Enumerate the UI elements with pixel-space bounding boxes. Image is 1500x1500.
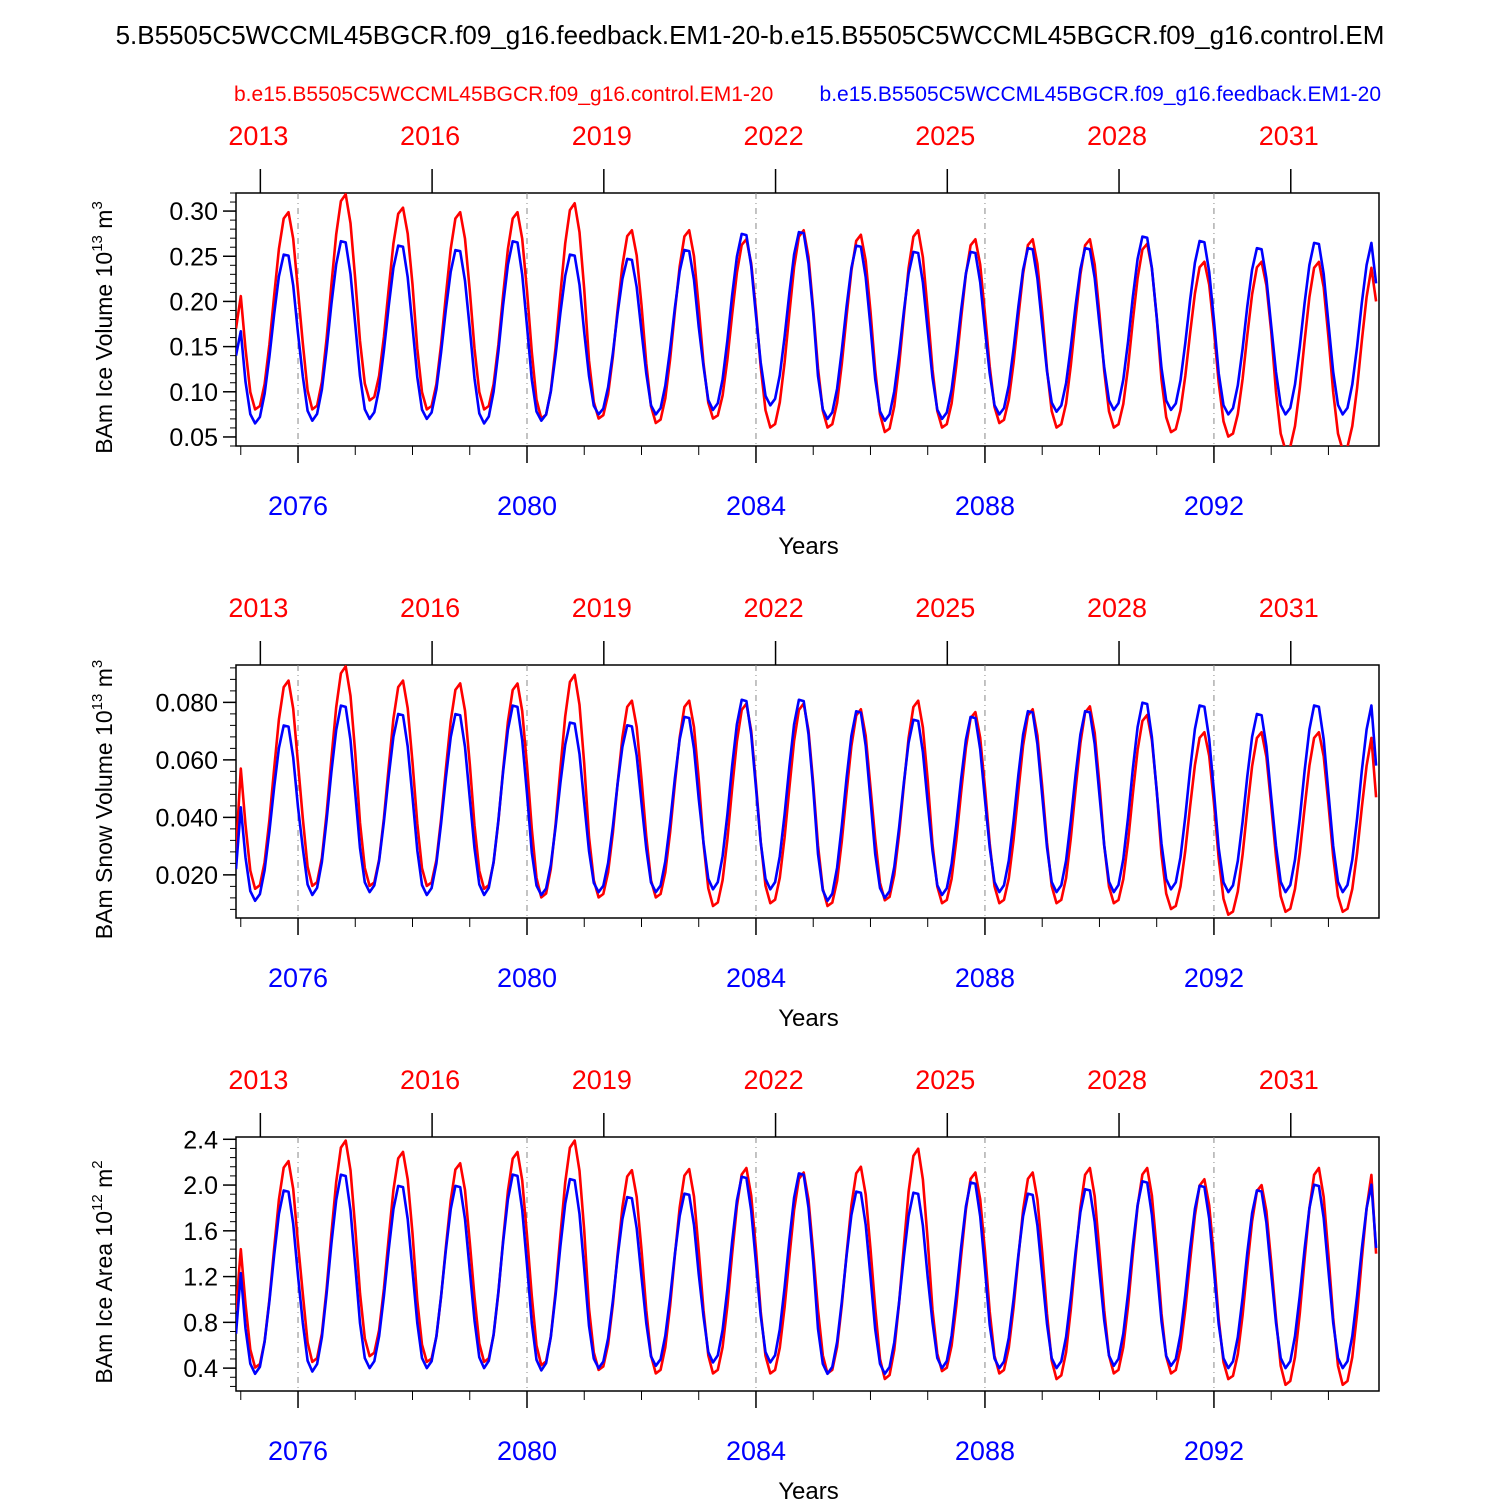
legend-blue-label: b.e15.B5505C5WCCML45BGCR.f09_g16.feedbac… (820, 83, 1381, 106)
x-axis-label: Years (778, 533, 839, 560)
series-line-blue (236, 230, 1378, 425)
plot-frame (235, 664, 1380, 919)
y-tick-label: 1.6 (183, 1218, 218, 1246)
y-tick-label: 0.25 (169, 243, 218, 271)
top-year-label: 2025 (915, 1065, 975, 1095)
top-year-label: 2028 (1087, 593, 1147, 623)
bottom-year-label: 2088 (955, 491, 1015, 521)
top-year-label: 2016 (400, 121, 460, 151)
top-year-label: 2016 (400, 593, 460, 623)
top-year-label: 2013 (228, 1065, 288, 1095)
bottom-year-label: 2076 (268, 963, 328, 993)
series-line-red (236, 665, 1378, 916)
top-year-label: 2025 (915, 121, 975, 151)
top-year-label: 2019 (572, 593, 632, 623)
y-tick-label: 2.4 (183, 1126, 218, 1154)
y-tick-label: 2.0 (183, 1172, 218, 1200)
bottom-year-label: 2080 (497, 963, 557, 993)
y-tick-label: 0.20 (169, 288, 218, 316)
top-year-label: 2028 (1087, 121, 1147, 151)
series-line-red (236, 1139, 1378, 1387)
bottom-year-label: 2092 (1184, 963, 1244, 993)
y-tick-label: 0.060 (155, 747, 218, 775)
chart-panel-1: 0.05 0.10 0.15 0.20 0.25 0.30 2076 2080 2084 2088… (89, 121, 1380, 560)
bottom-year-label: 2088 (955, 1436, 1015, 1466)
y-tick-label: 1.2 (183, 1264, 218, 1292)
figure-title: 5.B5505C5WCCML45BGCR.f09_g16.feedback.EM… (116, 20, 1385, 50)
series-line-blue (236, 1172, 1378, 1376)
top-year-label: 2022 (744, 121, 804, 151)
y-tick-label: 0.020 (155, 862, 218, 890)
y-tick-label: 0.4 (183, 1355, 218, 1383)
y-axis-label: BAm Snow Volume 1013 m3 (89, 660, 117, 939)
top-year-label: 2028 (1087, 1065, 1147, 1095)
top-year-label: 2022 (744, 593, 804, 623)
chart-panel-3: 0.4 0.8 1.2 1.6 2.0 2.4 2076 2080 2084 2088 2092 20… (89, 1065, 1380, 1500)
x-axis-label: Years (778, 1005, 839, 1032)
top-year-label: 2013 (228, 121, 288, 151)
y-tick-label: 0.040 (155, 804, 218, 832)
chart-panels: 0.05 0.10 0.15 0.20 0.25 0.30 2076 2080 2084 2088… (89, 121, 1380, 1500)
bottom-year-label: 2088 (955, 963, 1015, 993)
bottom-year-label: 2076 (268, 1436, 328, 1466)
y-tick-label: 0.080 (155, 689, 218, 717)
y-tick-label: 0.8 (183, 1309, 218, 1337)
legend-red-label: b.e15.B5505C5WCCML45BGCR.f09_g16.control… (234, 83, 773, 106)
y-tick-label: 0.05 (169, 424, 218, 452)
top-year-label: 2019 (572, 1065, 632, 1095)
top-year-label: 2022 (744, 1065, 804, 1095)
chart-panel-2: 0.020 0.040 0.060 0.080 2076 2080 2084 2088 2092… (89, 593, 1380, 1032)
bottom-year-label: 2092 (1184, 1436, 1244, 1466)
bottom-year-label: 2084 (726, 963, 786, 993)
top-year-label: 2031 (1259, 593, 1319, 623)
top-year-label: 2031 (1259, 121, 1319, 151)
top-year-label: 2031 (1259, 1065, 1319, 1095)
top-year-label: 2025 (915, 593, 975, 623)
y-tick-label: 0.30 (169, 198, 218, 226)
bottom-year-label: 2092 (1184, 491, 1244, 521)
y-tick-label: 0.10 (169, 379, 218, 407)
plot-frame (235, 1136, 1380, 1392)
series-line-blue (236, 698, 1378, 903)
bottom-year-label: 2084 (726, 491, 786, 521)
series-line-red (236, 193, 1378, 446)
bottom-year-label: 2080 (497, 1436, 557, 1466)
bottom-year-label: 2080 (497, 491, 557, 521)
top-year-label: 2019 (572, 121, 632, 151)
bottom-year-label: 2076 (268, 491, 328, 521)
y-axis-label: BAm Ice Volume 1013 m3 (89, 201, 117, 454)
bottom-year-label: 2084 (726, 1436, 786, 1466)
y-tick-label: 0.15 (169, 334, 218, 362)
y-axis-label: BAm Ice Area 1012 m2 (89, 1160, 117, 1383)
x-axis-label: Years (778, 1478, 839, 1500)
top-year-label: 2013 (228, 593, 288, 623)
top-year-label: 2016 (400, 1065, 460, 1095)
